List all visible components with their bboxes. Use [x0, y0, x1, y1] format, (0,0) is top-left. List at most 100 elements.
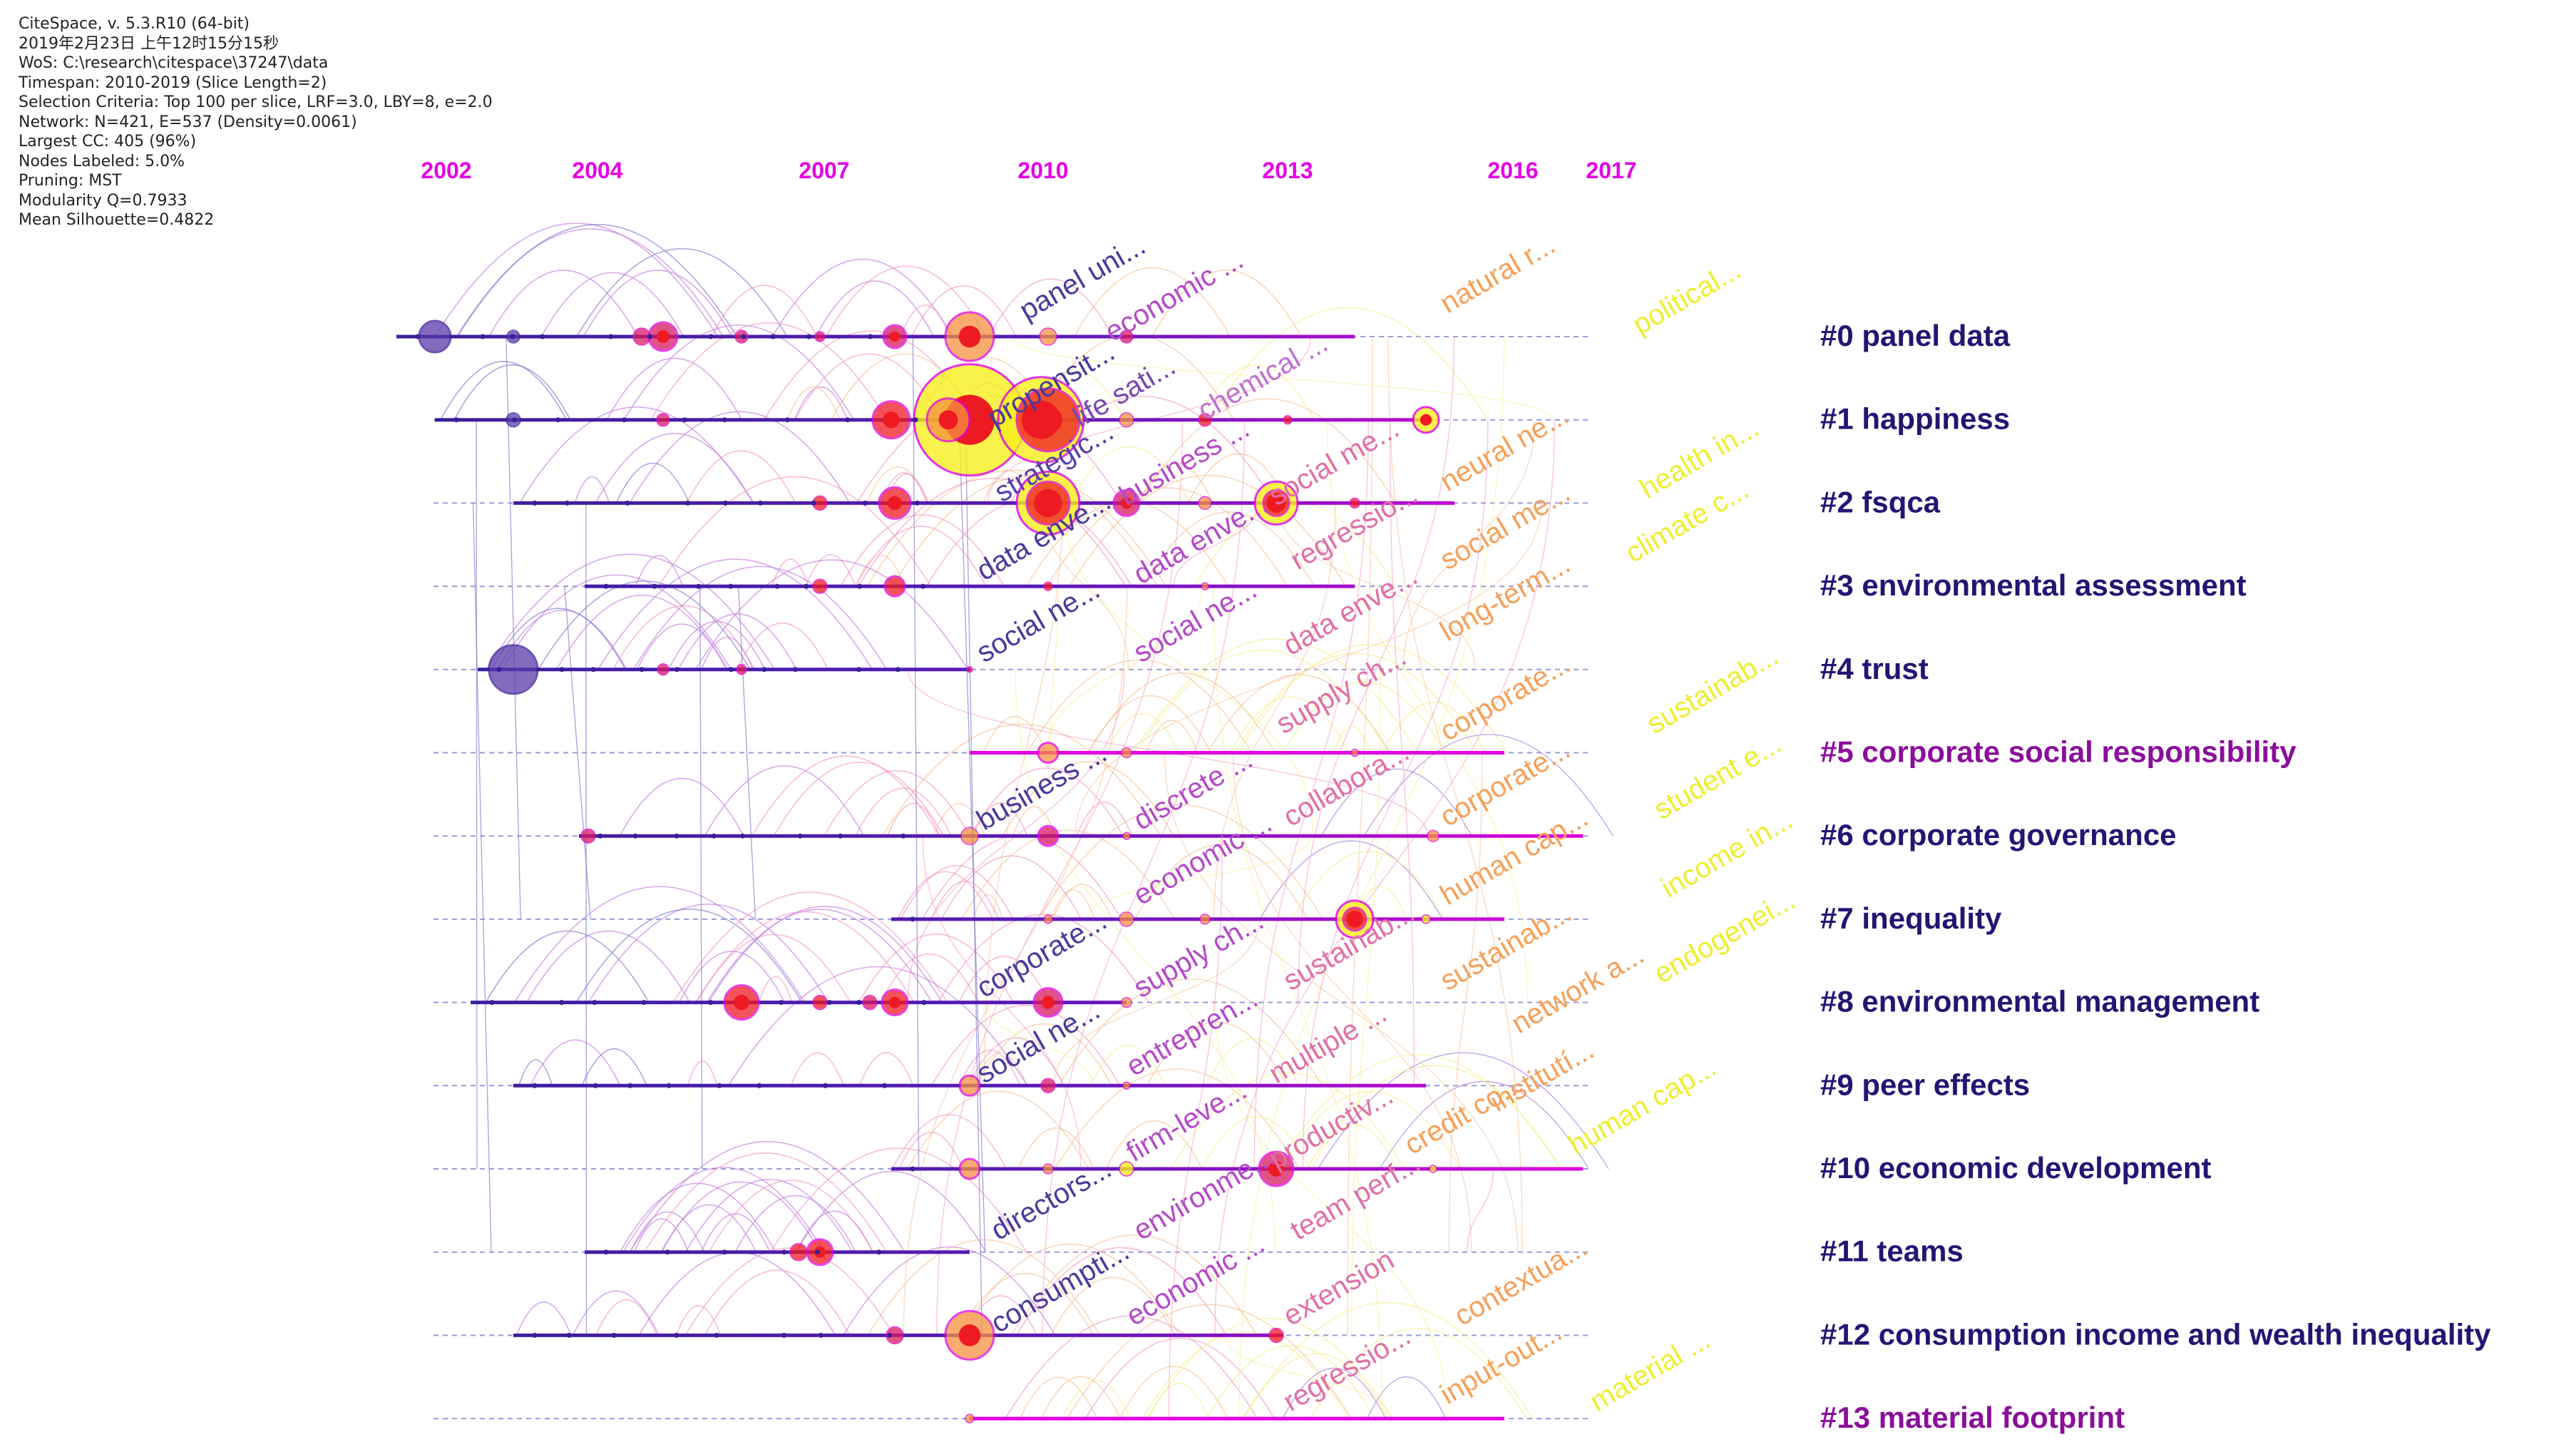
citation-node[interactable]: [1198, 496, 1212, 511]
citation-arc: [629, 1141, 905, 1253]
node-layer[interactable]: [415, 311, 1440, 1423]
citation-node[interactable]: [812, 578, 828, 594]
citation-node[interactable]: [1025, 480, 1071, 526]
citation-node[interactable]: [1039, 327, 1057, 346]
citation-node[interactable]: [1119, 1161, 1134, 1177]
citation-node[interactable]: [871, 400, 911, 440]
citation-node[interactable]: [1412, 406, 1440, 434]
node-circle: [883, 575, 906, 598]
citation-node[interactable]: [1043, 581, 1053, 591]
cluster-label[interactable]: #9 peer effects: [1820, 1068, 2030, 1101]
citation-node[interactable]: [1427, 829, 1440, 842]
cluster-label[interactable]: #1 happiness: [1820, 402, 2010, 436]
citation-node[interactable]: [418, 319, 452, 354]
citation-node[interactable]: [1040, 1078, 1056, 1094]
node-circle: [657, 663, 669, 676]
cluster-label[interactable]: #4 trust: [1820, 652, 1929, 685]
citation-node[interactable]: [814, 331, 826, 342]
citation-node[interactable]: [1119, 911, 1134, 927]
citation-node[interactable]: [1042, 1163, 1054, 1175]
citation-arc: [1243, 1353, 1390, 1419]
cluster-label[interactable]: #5 corporate social responsibility: [1820, 735, 2297, 769]
citation-node[interactable]: [812, 994, 828, 1011]
citation-node[interactable]: [580, 828, 596, 844]
citation-node[interactable]: [1350, 748, 1359, 757]
cluster-label[interactable]: #13 material footprint: [1820, 1401, 2125, 1434]
citation-node[interactable]: [647, 321, 679, 352]
citation-node[interactable]: [965, 1413, 975, 1423]
citation-node[interactable]: [736, 664, 747, 675]
citation-node[interactable]: [958, 1157, 981, 1180]
citation-node[interactable]: [925, 397, 971, 443]
citation-node[interactable]: [944, 311, 995, 362]
cluster-label[interactable]: #3 environmental assessment: [1820, 568, 2247, 602]
citation-arc: [636, 623, 727, 670]
citation-node[interactable]: [1342, 906, 1367, 932]
citation-node[interactable]: [1032, 987, 1064, 1018]
citation-arc: [1229, 696, 1350, 753]
citation-node[interactable]: [882, 324, 908, 349]
citation-node[interactable]: [1429, 1165, 1437, 1173]
citation-node[interactable]: [1268, 1327, 1284, 1344]
minor-node: [823, 1083, 828, 1088]
citation-node[interactable]: [488, 644, 539, 695]
cluster-label[interactable]: #11 teams: [1820, 1234, 1964, 1268]
citation-node[interactable]: [1037, 824, 1059, 847]
citation-node[interactable]: [1122, 1081, 1131, 1090]
node-circle: [488, 644, 539, 695]
citation-arc: [672, 891, 948, 1003]
citation-node[interactable]: [886, 1326, 904, 1345]
cluster-label[interactable]: #0 panel data: [1820, 319, 2011, 352]
citation-node[interactable]: [1198, 412, 1212, 427]
term-label: natural r...: [1435, 229, 1561, 319]
citation-node[interactable]: [1258, 1150, 1295, 1187]
citation-node[interactable]: [1121, 996, 1132, 1008]
citation-node[interactable]: [1421, 914, 1431, 924]
citation-arc: [619, 777, 744, 837]
minor-node: [779, 1000, 784, 1006]
citation-arc: [900, 305, 950, 337]
citation-node[interactable]: [1119, 411, 1134, 428]
cross-cluster-link: [1298, 336, 1454, 1003]
minor-node: [910, 916, 915, 922]
citation-node[interactable]: [1037, 742, 1059, 764]
citation-node[interactable]: [1119, 329, 1134, 344]
citation-node[interactable]: [1283, 414, 1293, 425]
citation-arc: [891, 475, 1167, 587]
citation-node[interactable]: [1121, 747, 1132, 759]
citation-arc: [858, 1052, 914, 1086]
citation-node[interactable]: [1122, 832, 1131, 840]
citation-arc: [794, 387, 848, 420]
cluster-labels[interactable]: #0 panel data #1 happiness #2 fsqca #3 envi…: [1820, 319, 2491, 1434]
cluster-label[interactable]: #12 consumption income and wealth inequa…: [1820, 1317, 2491, 1351]
cluster-label[interactable]: #10 economic development: [1820, 1151, 2212, 1185]
citation-node[interactable]: [966, 666, 973, 673]
citation-node[interactable]: [944, 1309, 995, 1361]
citation-node[interactable]: [1349, 497, 1360, 509]
citation-node[interactable]: [878, 486, 912, 520]
citation-node[interactable]: [1043, 914, 1053, 924]
citation-node[interactable]: [789, 1242, 808, 1262]
citation-node[interactable]: [958, 1074, 981, 1097]
citation-node[interactable]: [1112, 489, 1141, 517]
citation-node[interactable]: [723, 984, 760, 1021]
citation-node[interactable]: [657, 663, 669, 676]
cluster-label[interactable]: #7 inequality: [1820, 901, 2002, 935]
citation-node[interactable]: [883, 575, 906, 598]
citation-node[interactable]: [960, 827, 979, 845]
citation-node[interactable]: [1199, 914, 1211, 925]
term-label: business ...: [1114, 413, 1255, 512]
citation-node[interactable]: [656, 412, 670, 427]
cluster-label[interactable]: #6 corporate governance: [1820, 818, 2177, 852]
citation-node[interactable]: [862, 994, 878, 1011]
citation-arc: [675, 1304, 722, 1336]
citation-node[interactable]: [1015, 387, 1081, 453]
citation-node[interactable]: [806, 1238, 834, 1267]
citation-node[interactable]: [1262, 489, 1290, 517]
cluster-label[interactable]: #2 fsqca: [1820, 485, 1941, 518]
citation-node[interactable]: [881, 988, 909, 1017]
cluster-label[interactable]: #8 environmental management: [1820, 985, 2259, 1018]
citation-arc: [1073, 267, 1231, 337]
citation-node[interactable]: [1201, 582, 1209, 590]
